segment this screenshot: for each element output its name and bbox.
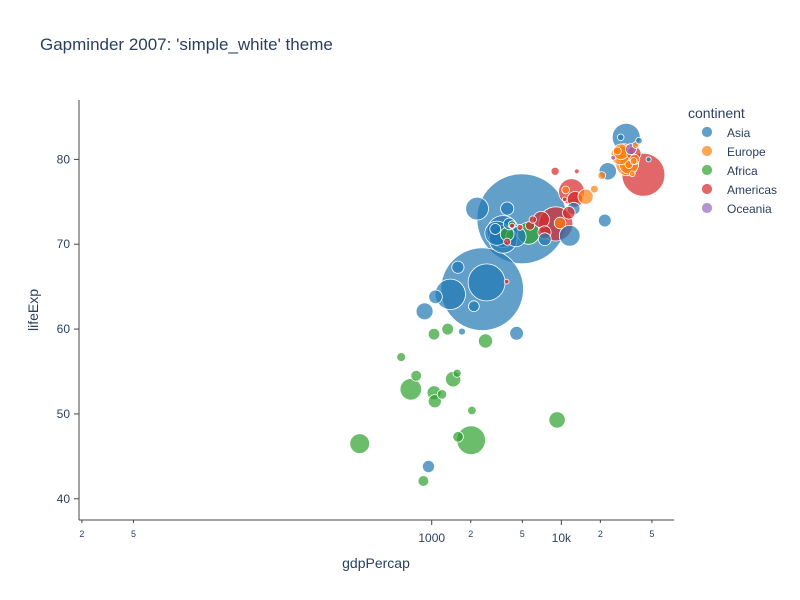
markers: [349, 122, 666, 487]
legend-label-europe: Europe: [727, 145, 766, 159]
legend[interactable]: continent Asia Europe Africa Americas Oceani…: [688, 105, 777, 216]
legend-label-americas: Americas: [727, 183, 777, 197]
x-minor-tick-label-4: 2: [598, 529, 603, 539]
axes: [78, 100, 674, 521]
x-ticks: 1000 10k 2 5 2 5 2 5: [79, 520, 654, 545]
marker-asia-17[interactable]: [489, 223, 502, 235]
marker-americas-10[interactable]: [503, 237, 512, 246]
legend-item-africa[interactable]: Africa: [701, 164, 759, 178]
marker-asia-2[interactable]: [467, 263, 506, 302]
marker-africa-13[interactable]: [396, 352, 407, 363]
marker-americas-14[interactable]: [562, 196, 568, 202]
marker-africa-4[interactable]: [548, 411, 566, 429]
marker-asia-8[interactable]: [558, 225, 581, 247]
legend-item-europe[interactable]: Europe: [701, 145, 767, 159]
marker-asia-12[interactable]: [428, 289, 443, 305]
y-ticks: 40 50 60 70 80: [57, 152, 79, 506]
legend-label-africa: Africa: [727, 164, 758, 178]
marker-europe-10[interactable]: [590, 184, 599, 194]
x-minor-tick-label-3: 5: [520, 529, 525, 539]
y-axis-title: lifeExp: [25, 289, 41, 331]
marker-africa-15[interactable]: [417, 475, 430, 487]
marker-americas-16[interactable]: [503, 278, 510, 285]
marker-asia-23[interactable]: [509, 325, 524, 341]
y-tick-label-70: 70: [57, 237, 71, 251]
marker-africa-16[interactable]: [452, 368, 462, 378]
marker-asia-24[interactable]: [635, 136, 643, 145]
marker-africa-8[interactable]: [427, 394, 442, 409]
marker-asia-26[interactable]: [617, 133, 625, 141]
marker-europe-6[interactable]: [553, 216, 567, 230]
x-minor-tick-label-5: 5: [649, 529, 654, 539]
legend-label-oceania: Oceania: [727, 202, 772, 216]
y-tick-label-80: 80: [57, 152, 71, 166]
marker-africa-11[interactable]: [452, 431, 464, 443]
legend-item-asia[interactable]: Asia: [701, 126, 751, 140]
marker-africa-6[interactable]: [477, 333, 493, 349]
x-axis-title: gdpPercap: [342, 555, 410, 571]
marker-asia-15[interactable]: [451, 260, 465, 274]
marker-europe-11[interactable]: [629, 157, 638, 166]
x-tick-label-1000: 1000: [418, 531, 445, 545]
y-tick-label-60: 60: [57, 322, 71, 336]
marker-americas-15[interactable]: [516, 223, 524, 231]
x-minor-tick-label-1: 5: [131, 529, 136, 539]
legend-swatch-asia: [701, 126, 713, 138]
marker-africa-14[interactable]: [410, 369, 423, 382]
marker-europe-5[interactable]: [577, 188, 594, 205]
marker-asia-20[interactable]: [537, 232, 552, 247]
marker-americas-7[interactable]: [562, 206, 576, 220]
marker-africa-12[interactable]: [427, 328, 441, 341]
legend-label-asia: Asia: [727, 126, 751, 140]
marker-europe-7[interactable]: [561, 185, 570, 195]
marker-africa-18[interactable]: [467, 405, 477, 416]
marker-americas-9[interactable]: [528, 215, 537, 224]
marker-americas-12[interactable]: [573, 168, 580, 175]
marker-asia-27[interactable]: [458, 327, 466, 336]
marker-asia-7[interactable]: [465, 196, 489, 221]
marker-africa-1[interactable]: [399, 378, 423, 401]
marker-asia-25[interactable]: [645, 156, 652, 163]
legend-items[interactable]: Asia Europe Africa Americas Oceania: [701, 126, 778, 216]
legend-swatch-americas: [701, 183, 713, 195]
marker-africa-19[interactable]: [436, 389, 448, 400]
marker-asia-13[interactable]: [415, 302, 434, 321]
chart-title: Gapminder 2007: 'simple_white' theme: [40, 35, 333, 54]
marker-asia-22[interactable]: [597, 213, 612, 228]
marker-africa-10[interactable]: [441, 322, 455, 336]
marker-europe-8[interactable]: [612, 146, 622, 156]
marker-africa-3[interactable]: [349, 433, 371, 454]
marker-europe-9[interactable]: [597, 171, 607, 180]
x-minor-tick-label-0: 2: [79, 529, 84, 539]
marker-americas-8[interactable]: [550, 166, 560, 176]
x-minor-tick-label-2: 2: [468, 529, 473, 539]
legend-swatch-africa: [701, 164, 713, 176]
x-tick-label-10k: 10k: [552, 531, 572, 545]
y-tick-label-50: 50: [57, 407, 71, 421]
legend-swatch-europe: [701, 145, 713, 157]
marker-oceania-1[interactable]: [610, 154, 617, 161]
marker-americas-13[interactable]: [509, 222, 515, 229]
marker-asia-18[interactable]: [468, 300, 480, 313]
legend-item-americas[interactable]: Americas: [701, 183, 778, 197]
marker-asia-14[interactable]: [421, 459, 435, 473]
y-tick-label-40: 40: [57, 492, 71, 506]
legend-swatch-oceania: [701, 202, 713, 214]
legend-title: continent: [688, 105, 745, 121]
marker-europe-14[interactable]: [628, 170, 636, 178]
legend-item-oceania[interactable]: Oceania: [701, 202, 773, 216]
marker-asia-19[interactable]: [500, 201, 515, 216]
